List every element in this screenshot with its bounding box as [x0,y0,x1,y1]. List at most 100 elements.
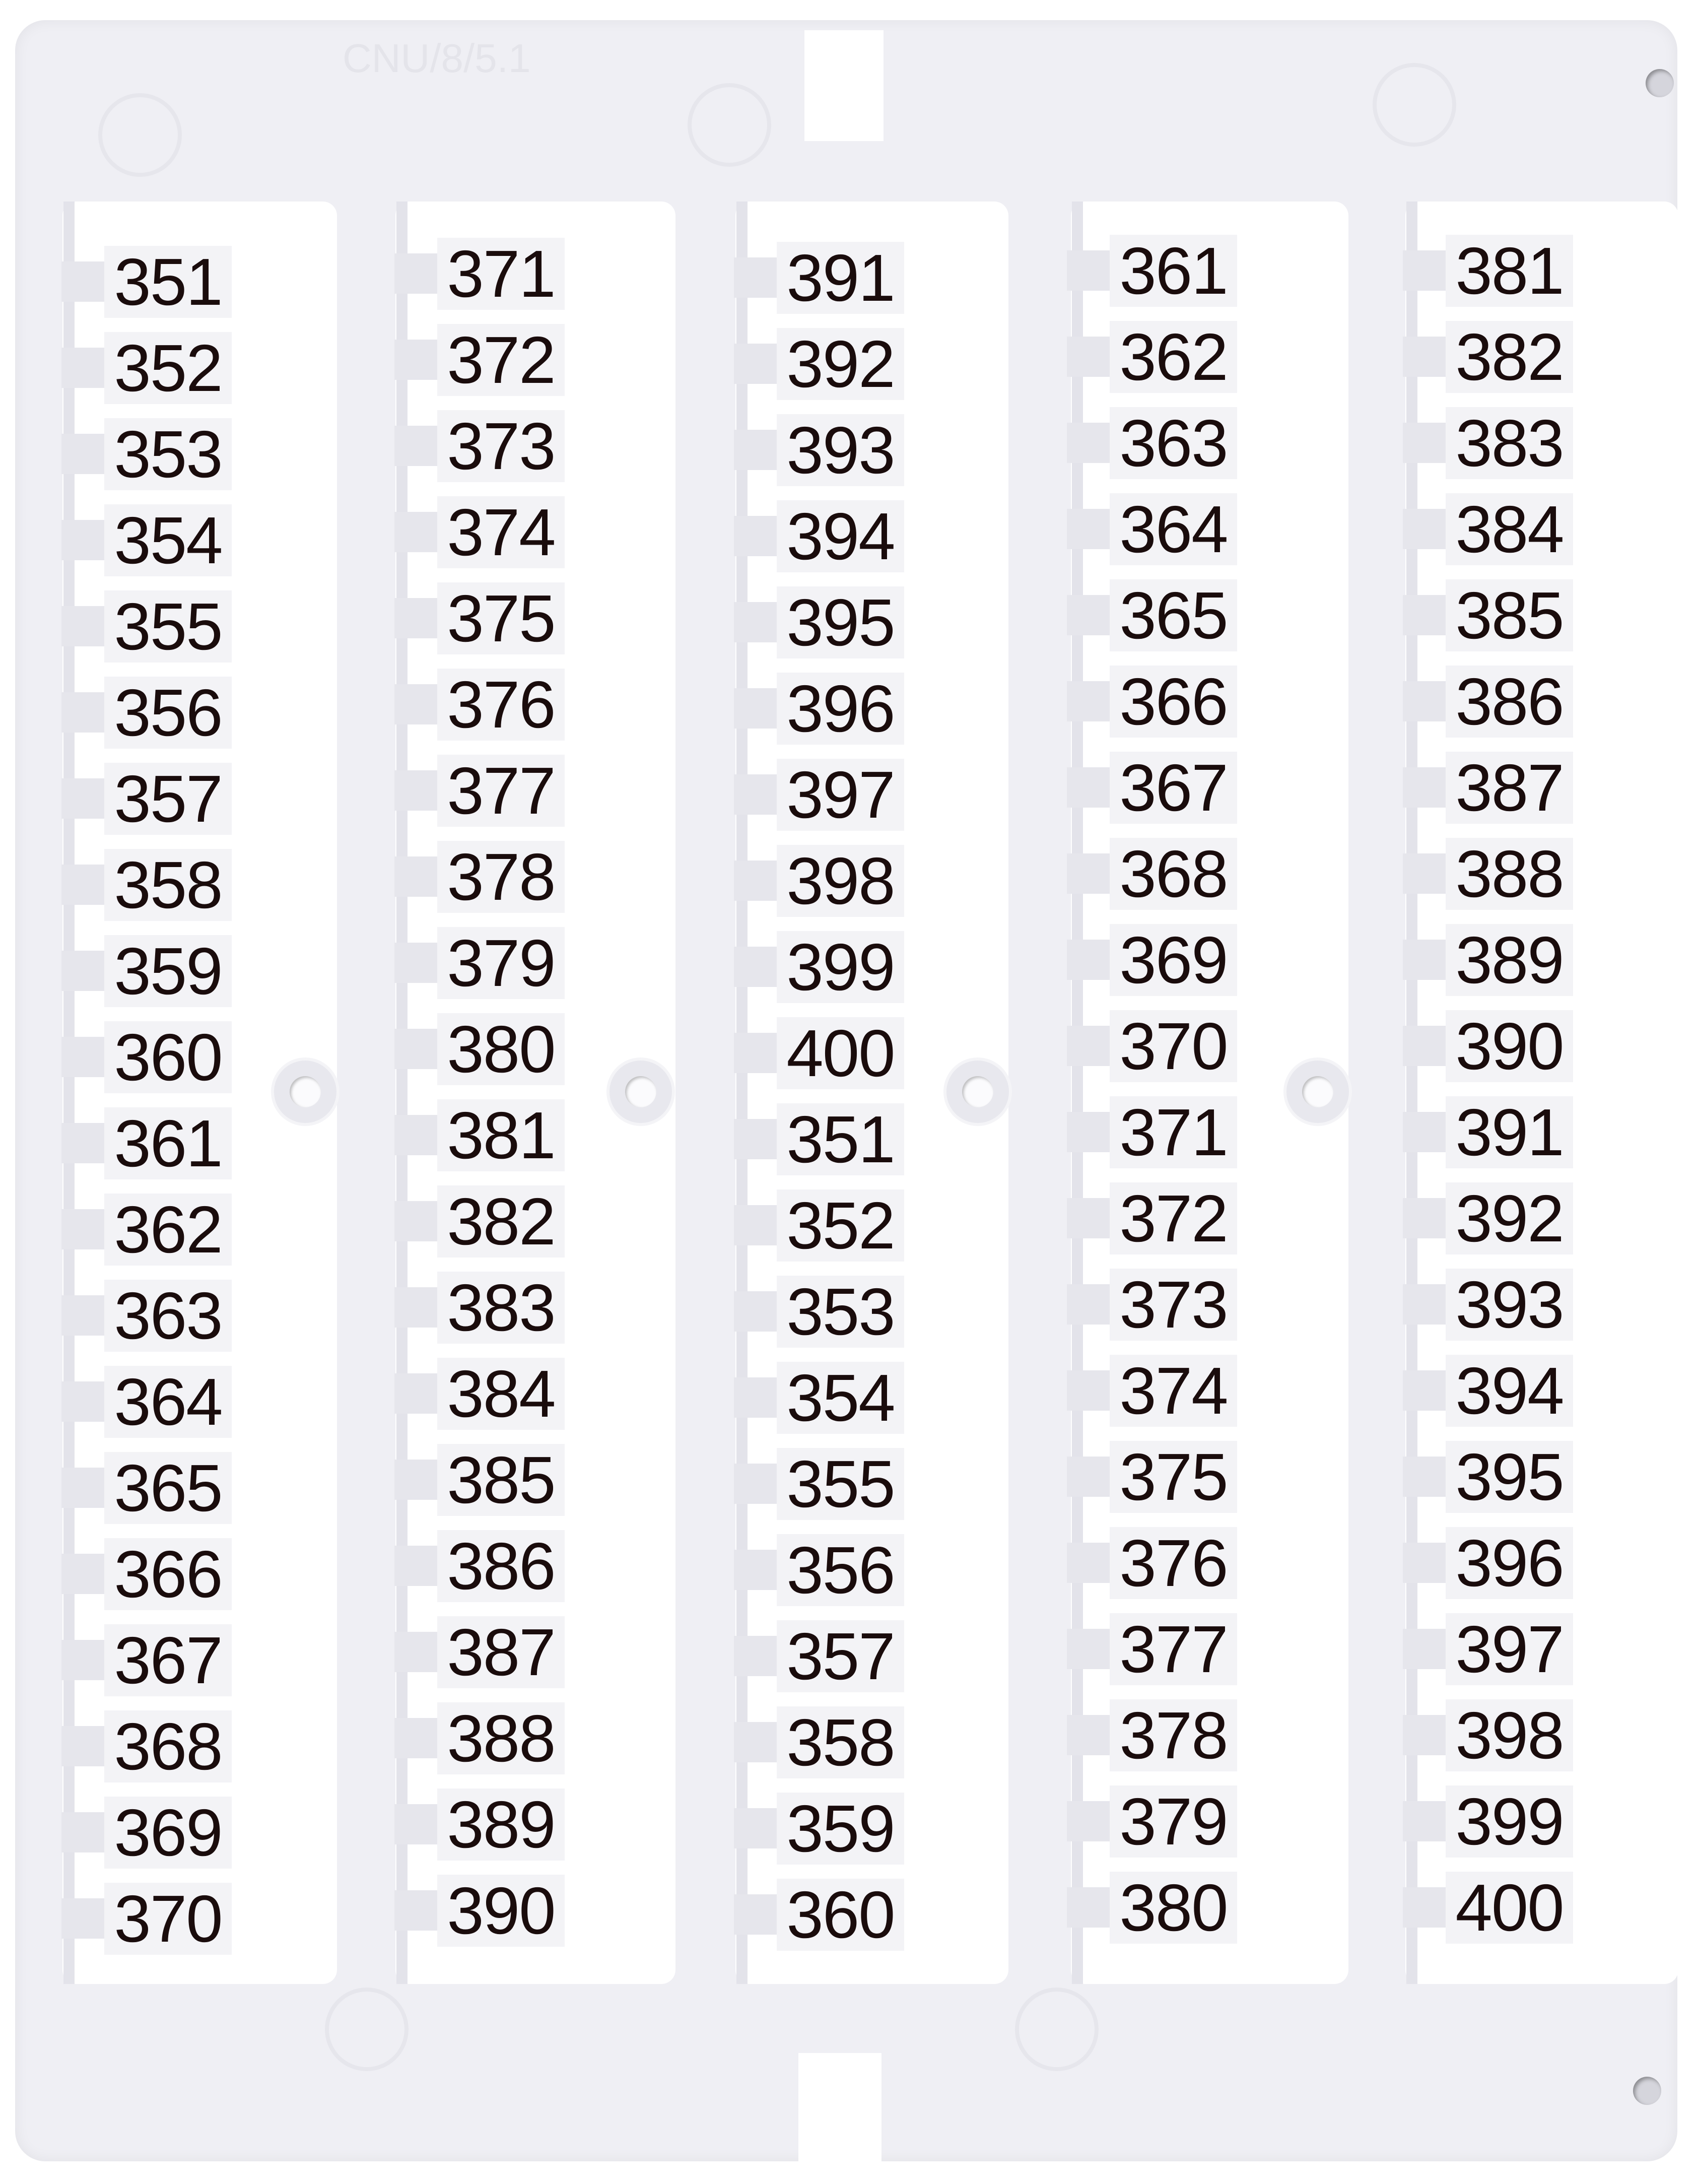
marker-label: 397 [777,759,904,831]
strip-rail [63,202,75,1984]
label-tab [61,1812,104,1852]
label-tab [1067,1112,1110,1152]
marker-label: 393 [777,414,904,486]
marker-label: 389 [1446,924,1573,996]
marker-label: 366 [1110,666,1237,738]
label-tab [61,1295,104,1336]
marker-label: 372 [437,324,565,396]
boss-ring-icon [1373,63,1456,147]
label-tab [394,1804,437,1844]
label-tab [734,774,777,815]
label-tab [394,1373,437,1414]
marker-label: 374 [1110,1355,1237,1427]
label-tab [1067,595,1110,635]
label-tab [734,344,777,384]
boss-ring-icon [98,93,182,177]
label-tab [1067,853,1110,894]
marker-label: 352 [104,332,232,404]
marker-label: 384 [437,1358,565,1430]
label-tab [1403,1198,1446,1238]
label-tab [394,1890,437,1931]
label-tab [734,1636,777,1676]
label-tab [734,1550,777,1590]
marker-label: 355 [777,1448,904,1520]
marker-label: 370 [1110,1010,1237,1082]
label-tab [394,340,437,380]
marker-label: 395 [1446,1441,1573,1513]
label-tab [734,602,777,642]
label-tab [1067,423,1110,463]
label-tab [734,1291,777,1332]
label-tab [734,257,777,298]
marker-label: 356 [777,1534,904,1606]
label-tab [61,1123,104,1163]
marker-label: 364 [1110,493,1237,565]
marker-label: 375 [437,582,565,654]
label-tab [394,1718,437,1758]
marker-label: 393 [1446,1269,1573,1341]
marker-label: 371 [437,238,565,310]
boss-ring-icon [325,1988,409,2071]
label-tab [1067,1629,1110,1669]
label-tab [1067,1715,1110,1755]
screw-hole-icon [1633,2077,1661,2105]
label-tab [734,1119,777,1159]
marker-label: 382 [1446,321,1573,393]
label-tab [61,1209,104,1249]
label-tab [394,1632,437,1672]
marker-label: 354 [777,1362,904,1434]
label-tab [1067,1370,1110,1411]
mounting-hole-icon [1286,1061,1349,1123]
marker-label: 381 [1446,235,1573,307]
label-tab [1403,509,1446,549]
marker-label: 387 [437,1616,565,1688]
label-tab [61,261,104,302]
mounting-hole-icon [609,1061,672,1123]
marker-label: 369 [1110,924,1237,996]
marker-label: 378 [1110,1699,1237,1771]
marker-label: 380 [1110,1872,1237,1944]
label-tab [734,1808,777,1848]
marker-label: 367 [1110,752,1237,824]
label-tab [394,1029,437,1069]
marker-label: 384 [1446,493,1573,565]
label-tab [394,943,437,983]
marker-label: 353 [777,1276,904,1348]
marker-label: 398 [777,845,904,917]
strip-rail [1072,202,1083,1984]
marker-label: 388 [437,1702,565,1774]
marker-label: 375 [1110,1441,1237,1513]
marker-label: 381 [437,1099,565,1171]
marker-label: 352 [777,1189,904,1262]
embossed-mark: CNU/8/5.1 [343,36,531,81]
label-tab [394,598,437,638]
marker-label: 378 [437,841,565,913]
marker-label: 380 [437,1013,565,1085]
marker-label: 361 [104,1107,232,1179]
mounting-hole-icon [946,1061,1009,1123]
marker-label: 379 [437,927,565,999]
marker-label: 388 [1446,838,1573,910]
marker-label: 359 [104,935,232,1007]
marker-label: 351 [777,1103,904,1175]
marker-label: 365 [104,1452,232,1524]
label-tab [1403,1887,1446,1928]
mounting-hole-icon [274,1061,336,1123]
label-tab [734,1722,777,1762]
label-tab [61,1554,104,1594]
label-tab [1403,1543,1446,1583]
marker-label: 359 [777,1793,904,1865]
marker-label: 368 [104,1710,232,1782]
label-tab [1067,1801,1110,1841]
marker-label: 351 [104,246,232,318]
marker-label: 358 [104,849,232,921]
label-tab [734,1464,777,1504]
marker-label: 354 [104,504,232,576]
label-tab [1403,767,1446,808]
label-tab [61,692,104,733]
marker-label: 386 [1446,666,1573,738]
marker-label: 390 [1446,1010,1573,1082]
label-tab [1067,940,1110,980]
marker-label: 355 [104,590,232,663]
label-tab [1067,681,1110,721]
